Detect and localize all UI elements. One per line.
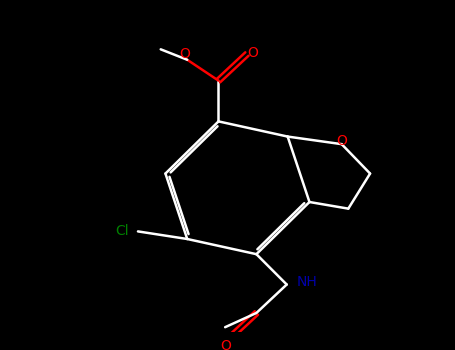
Text: O: O [180, 47, 191, 61]
Text: O: O [247, 46, 258, 60]
Text: NH: NH [296, 275, 317, 289]
Text: O: O [336, 134, 347, 148]
Text: Cl: Cl [116, 224, 129, 238]
Text: O: O [220, 338, 231, 350]
